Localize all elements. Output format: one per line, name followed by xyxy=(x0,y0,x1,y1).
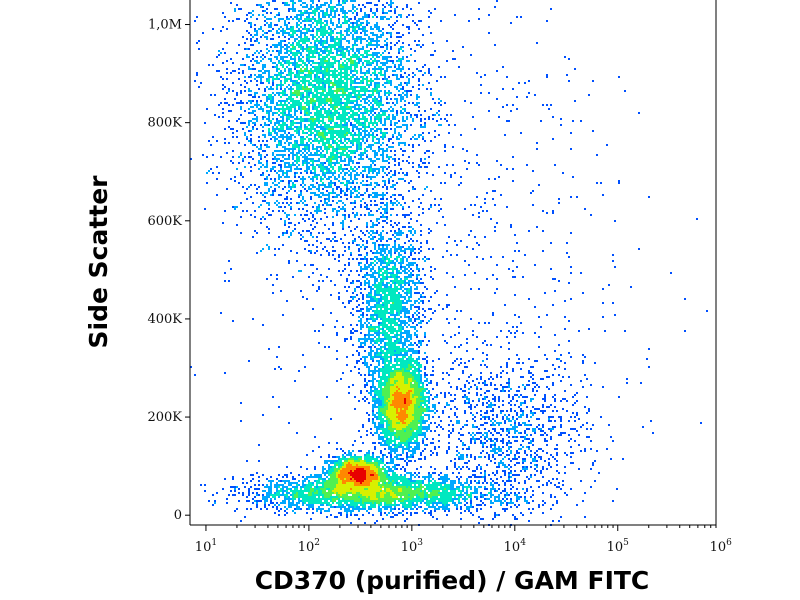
y-axis-title: Side Scatter xyxy=(84,175,113,349)
x-tick-base: 10 xyxy=(607,540,624,555)
y-tick-label: 1,0M xyxy=(148,18,182,33)
x-tick-base: 10 xyxy=(298,540,315,555)
plot-area xyxy=(190,0,708,526)
x-tick-base: 10 xyxy=(195,540,212,555)
density-level-6-dots xyxy=(338,386,412,490)
x-tick-label: 103 xyxy=(401,538,424,555)
x-axis-ticks: 101 102 103 104 105 106 xyxy=(195,525,732,555)
y-tick-label: 400K xyxy=(147,312,182,327)
density-level-7-dots xyxy=(348,398,406,484)
x-tick-exponent: 1 xyxy=(211,538,217,548)
x-tick-base: 10 xyxy=(401,540,418,555)
x-tick-label: 101 xyxy=(195,538,217,555)
x-tick-label: 104 xyxy=(504,538,527,555)
x-tick-exponent: 5 xyxy=(623,538,629,548)
y-tick-label: 200K xyxy=(147,410,182,425)
x-tick-label: 102 xyxy=(298,538,320,555)
x-tick-exponent: 6 xyxy=(726,538,732,548)
x-tick-label: 105 xyxy=(607,538,630,555)
y-axis-ticks: 0 200K 400K 600K 800K 1,0M xyxy=(147,18,190,523)
event-dots xyxy=(190,0,708,526)
density-level-3-dots xyxy=(266,0,490,508)
x-tick-exponent: 2 xyxy=(314,538,320,548)
x-tick-exponent: 4 xyxy=(520,538,526,548)
x-tick-exponent: 3 xyxy=(417,538,423,548)
x-axis-title: CD370 (purified) / GAM FITC xyxy=(255,566,650,595)
x-tick-base: 10 xyxy=(504,540,521,555)
x-tick-base: 10 xyxy=(710,540,727,555)
y-tick-label: 600K xyxy=(147,214,182,229)
density-level-5-dots xyxy=(332,372,418,500)
y-tick-label: 0 xyxy=(174,508,182,523)
y-tick-label: 800K xyxy=(147,116,182,131)
x-tick-label: 106 xyxy=(710,538,733,555)
